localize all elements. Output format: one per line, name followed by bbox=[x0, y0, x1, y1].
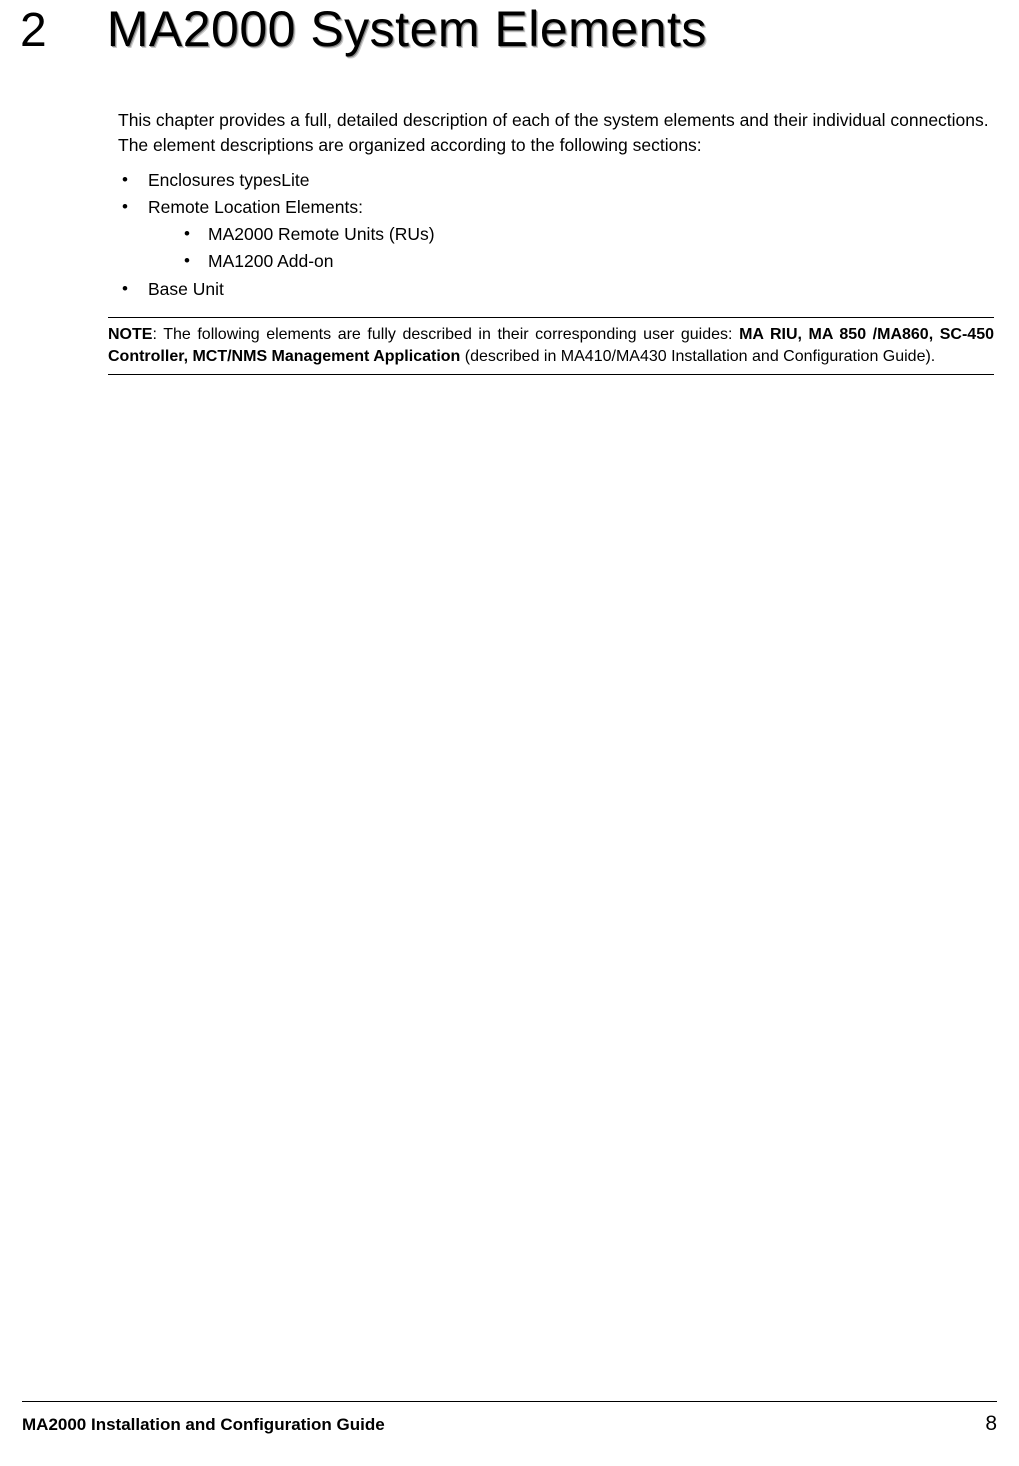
list-item: Base Unit bbox=[118, 276, 994, 303]
footer-title: MA2000 Installation and Configuration Gu… bbox=[22, 1415, 385, 1435]
chapter-heading: 2 MA2000 System Elements bbox=[0, 0, 1019, 58]
sub-bullet-list: MA2000 Remote Units (RUs) MA1200 Add-on bbox=[148, 221, 994, 275]
chapter-number: 2 bbox=[20, 3, 47, 58]
note-label: NOTE bbox=[108, 326, 152, 343]
document-page: 2 MA2000 System Elements This chapter pr… bbox=[0, 0, 1019, 1466]
page-footer: MA2000 Installation and Configuration Gu… bbox=[22, 1401, 997, 1436]
intro-paragraph: This chapter provides a full, detailed d… bbox=[118, 108, 994, 157]
list-item: MA2000 Remote Units (RUs) bbox=[178, 221, 994, 248]
note-text: : The following elements are fully descr… bbox=[152, 326, 739, 343]
footer-page-number: 8 bbox=[985, 1412, 997, 1436]
content-body: This chapter provides a full, detailed d… bbox=[0, 108, 1019, 303]
bullet-list: Enclosures typesLite Remote Location Ele… bbox=[118, 167, 994, 303]
chapter-title: MA2000 System Elements bbox=[107, 0, 707, 58]
list-item: Remote Location Elements: MA2000 Remote … bbox=[118, 194, 994, 275]
note-box: NOTE: The following elements are fully d… bbox=[108, 317, 994, 376]
list-item: MA1200 Add-on bbox=[178, 248, 994, 275]
list-item-label: Remote Location Elements: bbox=[148, 197, 363, 217]
list-item: Enclosures typesLite bbox=[118, 167, 994, 194]
note-text: (described in MA410/MA430 Installation a… bbox=[460, 348, 935, 365]
